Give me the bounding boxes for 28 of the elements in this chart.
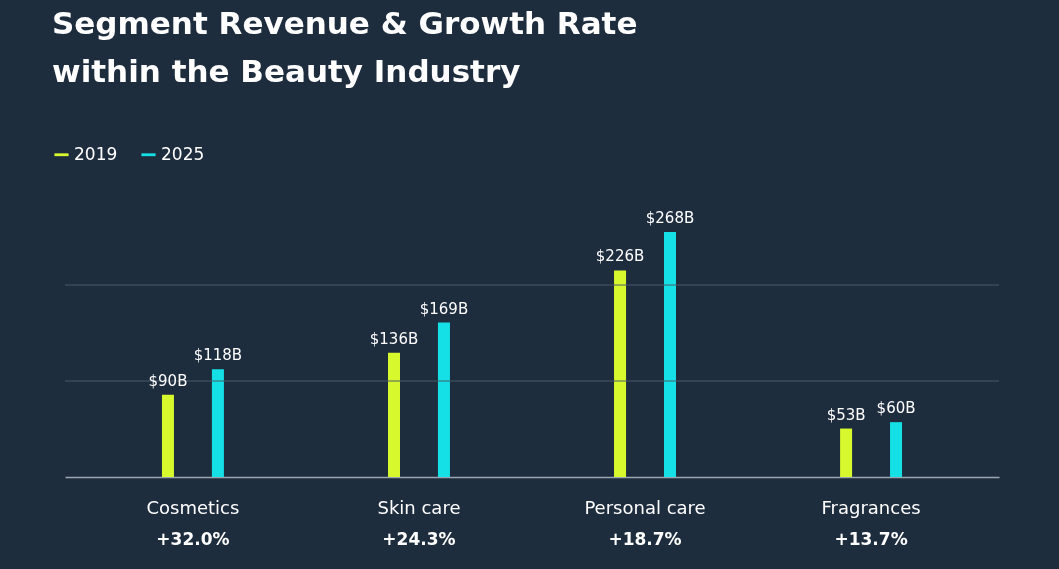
bar <box>614 270 627 477</box>
x-tick-label: Skin care <box>377 496 461 518</box>
text: +32.0% <box>156 529 230 549</box>
bar <box>840 428 853 477</box>
legend-label: 2025 <box>161 143 205 164</box>
bar <box>388 352 400 477</box>
data-label: $136B <box>369 329 419 348</box>
x-tick-label: Cosmetics <box>146 496 240 518</box>
text: Segment Revenue & Growth Rate <box>52 5 638 41</box>
data-label: $118B <box>193 346 243 365</box>
x-tick-label: Fragrances <box>821 496 921 518</box>
data-label: $226B <box>595 247 645 266</box>
bar <box>664 232 676 477</box>
bar <box>437 322 450 477</box>
text: +13.7% <box>834 529 908 549</box>
text: within the Beauty Industry <box>52 53 521 89</box>
data-label: $268B <box>645 209 695 227</box>
data-label: $53B <box>826 405 866 424</box>
bar <box>890 422 903 477</box>
x-tick-label: Personal care <box>584 496 706 518</box>
data-label: $90B <box>148 371 188 390</box>
data-label: $169B <box>419 299 469 318</box>
text: +24.3% <box>382 529 456 549</box>
legend-label: 2019 <box>74 143 118 164</box>
bar <box>211 369 224 477</box>
text: +18.7% <box>608 529 682 549</box>
data-label: $60B <box>876 399 916 418</box>
bar <box>161 394 174 477</box>
